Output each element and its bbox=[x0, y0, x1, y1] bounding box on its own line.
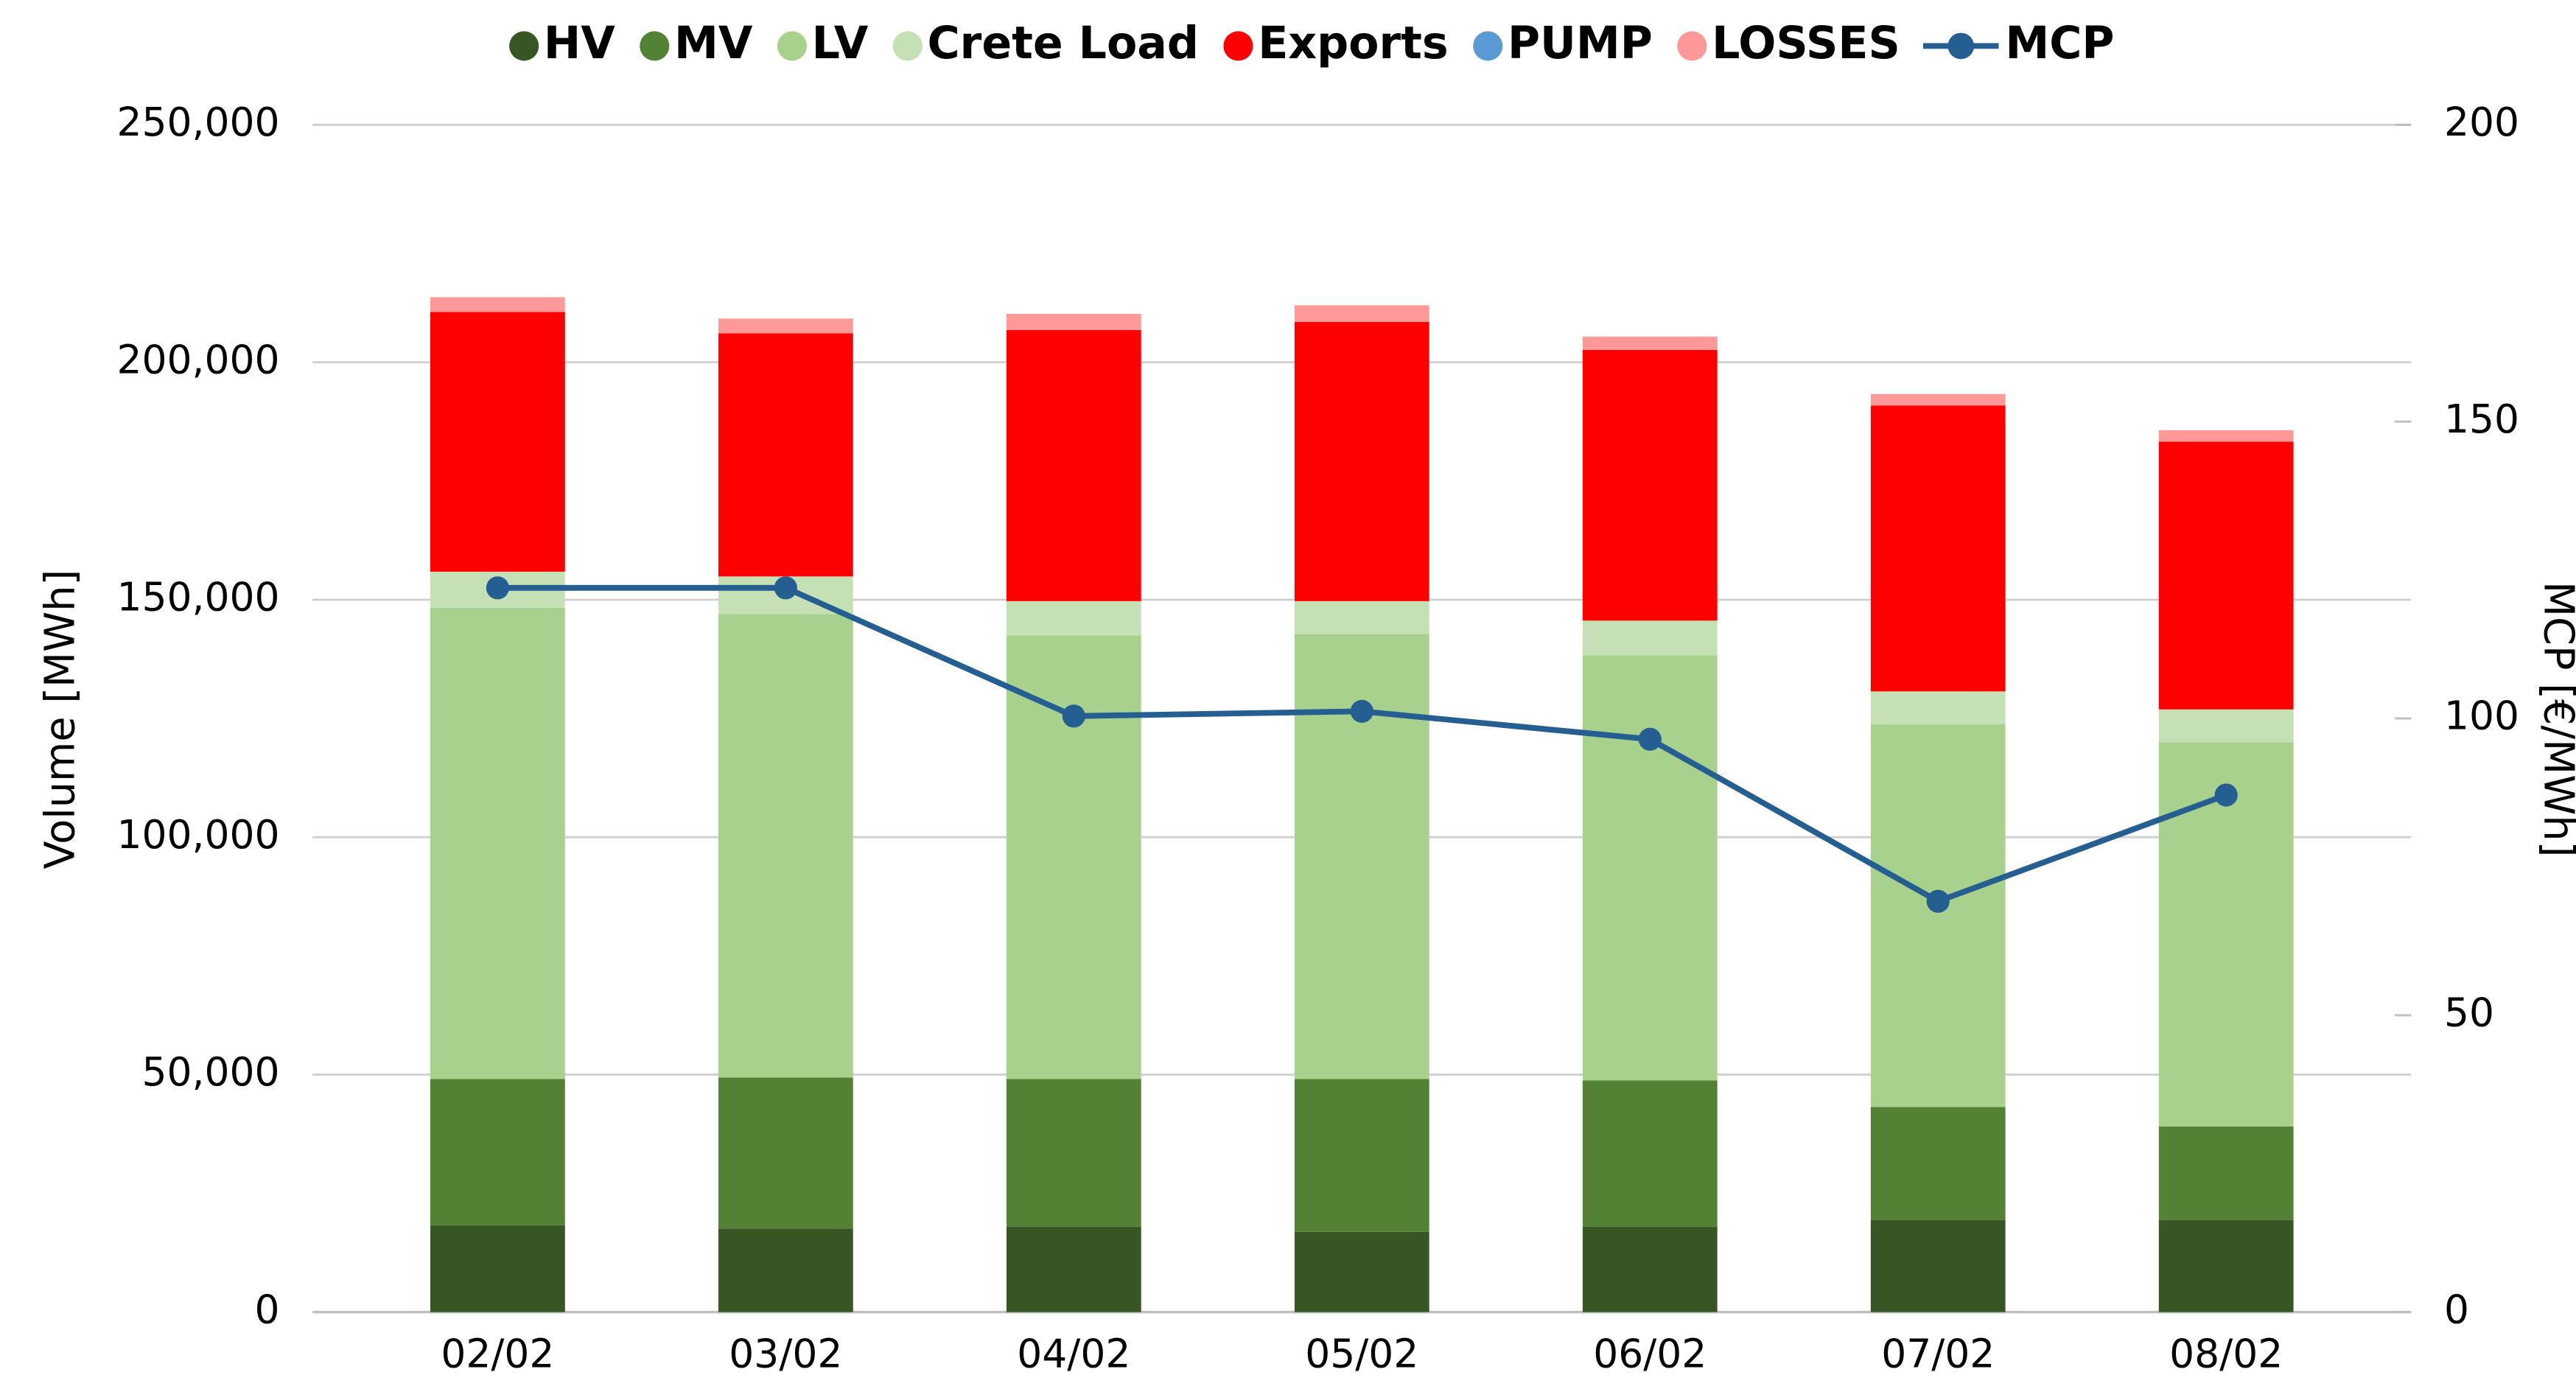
legend-label: HV bbox=[544, 18, 615, 69]
bar-segment bbox=[1006, 601, 1141, 636]
bar-segment bbox=[430, 1225, 565, 1312]
y-tick-label: 250,000 bbox=[116, 99, 279, 145]
legend-label: PUMP bbox=[1508, 18, 1653, 69]
line-marker bbox=[1350, 699, 1373, 723]
bar-segment bbox=[1870, 691, 2006, 724]
bar-segment bbox=[1006, 1226, 1141, 1312]
bar-segment bbox=[2158, 709, 2294, 743]
bar-segment bbox=[1582, 655, 1718, 1081]
y-tick-label: 150,000 bbox=[116, 574, 279, 620]
bar-segment bbox=[2158, 1126, 2294, 1220]
y-tick-label: 50,000 bbox=[142, 1049, 280, 1095]
legend-swatch bbox=[1947, 32, 1975, 60]
bar-segment bbox=[1294, 601, 1429, 634]
y-axis-title: Volume [MWh] bbox=[37, 570, 85, 869]
legend-swatch bbox=[892, 31, 923, 61]
bar-segment bbox=[430, 297, 565, 312]
bar-segment bbox=[1582, 349, 1718, 621]
y-tick-label: 200,000 bbox=[116, 336, 279, 382]
bar-segment bbox=[1294, 1231, 1429, 1312]
bar-segment bbox=[1870, 724, 2006, 1107]
legend-item: MCP bbox=[1922, 18, 2115, 69]
x-tick-label: 05/02 bbox=[1305, 1331, 1418, 1377]
bar-segment bbox=[1006, 329, 1141, 601]
bar-segment bbox=[718, 614, 853, 1078]
x-tick-label: 02/02 bbox=[441, 1331, 554, 1377]
bar-segment bbox=[1870, 1219, 2006, 1312]
bar-segment bbox=[2158, 441, 2294, 710]
legend-item: PUMP bbox=[1473, 18, 1653, 69]
y2-tick-label: 50 bbox=[2444, 990, 2494, 1036]
bar-segment bbox=[430, 1079, 565, 1225]
bar-segment bbox=[1294, 321, 1429, 601]
y2-axis-title: MCP [€/MWh] bbox=[2534, 581, 2576, 857]
y2-tick-label: 0 bbox=[2444, 1286, 2469, 1332]
legend-label: LV bbox=[812, 18, 869, 69]
legend-label: LOSSES bbox=[1712, 18, 1900, 69]
bar-segment bbox=[430, 312, 565, 572]
legend-item: Exports bbox=[1223, 18, 1449, 69]
bar-segment bbox=[1582, 1080, 1718, 1227]
y-tick-label: 100,000 bbox=[116, 811, 279, 858]
bar-segment bbox=[1006, 1079, 1141, 1227]
legend-swatch bbox=[1473, 31, 1503, 61]
bar-segment bbox=[718, 333, 853, 577]
line-marker bbox=[774, 576, 797, 600]
y-tick-label: 0 bbox=[255, 1286, 280, 1332]
legend-item: MV bbox=[640, 18, 753, 69]
bar-segment bbox=[1582, 336, 1718, 350]
y2-tick-label: 150 bbox=[2444, 396, 2519, 442]
legend-swatch bbox=[509, 31, 539, 61]
legend-item: LOSSES bbox=[1677, 18, 1900, 69]
bar-segment bbox=[2158, 1219, 2294, 1312]
bar-segment bbox=[1006, 313, 1141, 330]
bar-segment bbox=[718, 1077, 853, 1229]
y2-tick-label: 200 bbox=[2444, 99, 2519, 145]
bar-segment bbox=[1870, 1107, 2006, 1220]
bar-segment bbox=[1870, 393, 2006, 406]
x-tick-label: 04/02 bbox=[1017, 1331, 1130, 1377]
bar-segment bbox=[718, 318, 853, 334]
legend: HV MV LV Crete Load Exports PUMP LOSSES MCP bbox=[509, 18, 2115, 69]
line-marker bbox=[486, 576, 509, 600]
bar-segment bbox=[1294, 305, 1429, 322]
line-marker bbox=[2214, 783, 2238, 807]
bar-segment bbox=[430, 607, 565, 1079]
legend-swatch bbox=[1223, 31, 1253, 61]
y2-tick-label: 100 bbox=[2444, 693, 2519, 739]
line-marker bbox=[1638, 727, 1662, 751]
legend-swatch bbox=[777, 31, 808, 61]
legend-label: MV bbox=[674, 18, 753, 69]
legend-swatch bbox=[640, 31, 670, 61]
bar-segment bbox=[2158, 430, 2294, 442]
x-tick-label: 03/02 bbox=[729, 1331, 842, 1377]
legend-item: Crete Load bbox=[892, 18, 1199, 69]
legend-label: Exports bbox=[1258, 18, 1449, 69]
bar-segment bbox=[1870, 405, 2006, 692]
line-marker bbox=[1062, 704, 1085, 728]
bar-segment bbox=[1582, 1226, 1718, 1312]
x-tick-label: 06/02 bbox=[1593, 1331, 1707, 1377]
x-tick-label: 08/02 bbox=[2169, 1331, 2283, 1377]
legend-swatch bbox=[1677, 31, 1707, 61]
bar-segment bbox=[1582, 620, 1718, 656]
line-marker bbox=[1926, 889, 1950, 913]
legend-label: MCP bbox=[2005, 18, 2114, 69]
bar-segment bbox=[1006, 635, 1141, 1079]
bar-segment bbox=[1294, 1079, 1429, 1232]
legend-item: HV bbox=[509, 18, 615, 69]
legend-label: Crete Load bbox=[928, 18, 1199, 69]
bar-segment bbox=[718, 1228, 853, 1312]
legend-item: LV bbox=[777, 18, 869, 69]
x-tick-label: 07/02 bbox=[1881, 1331, 1995, 1377]
